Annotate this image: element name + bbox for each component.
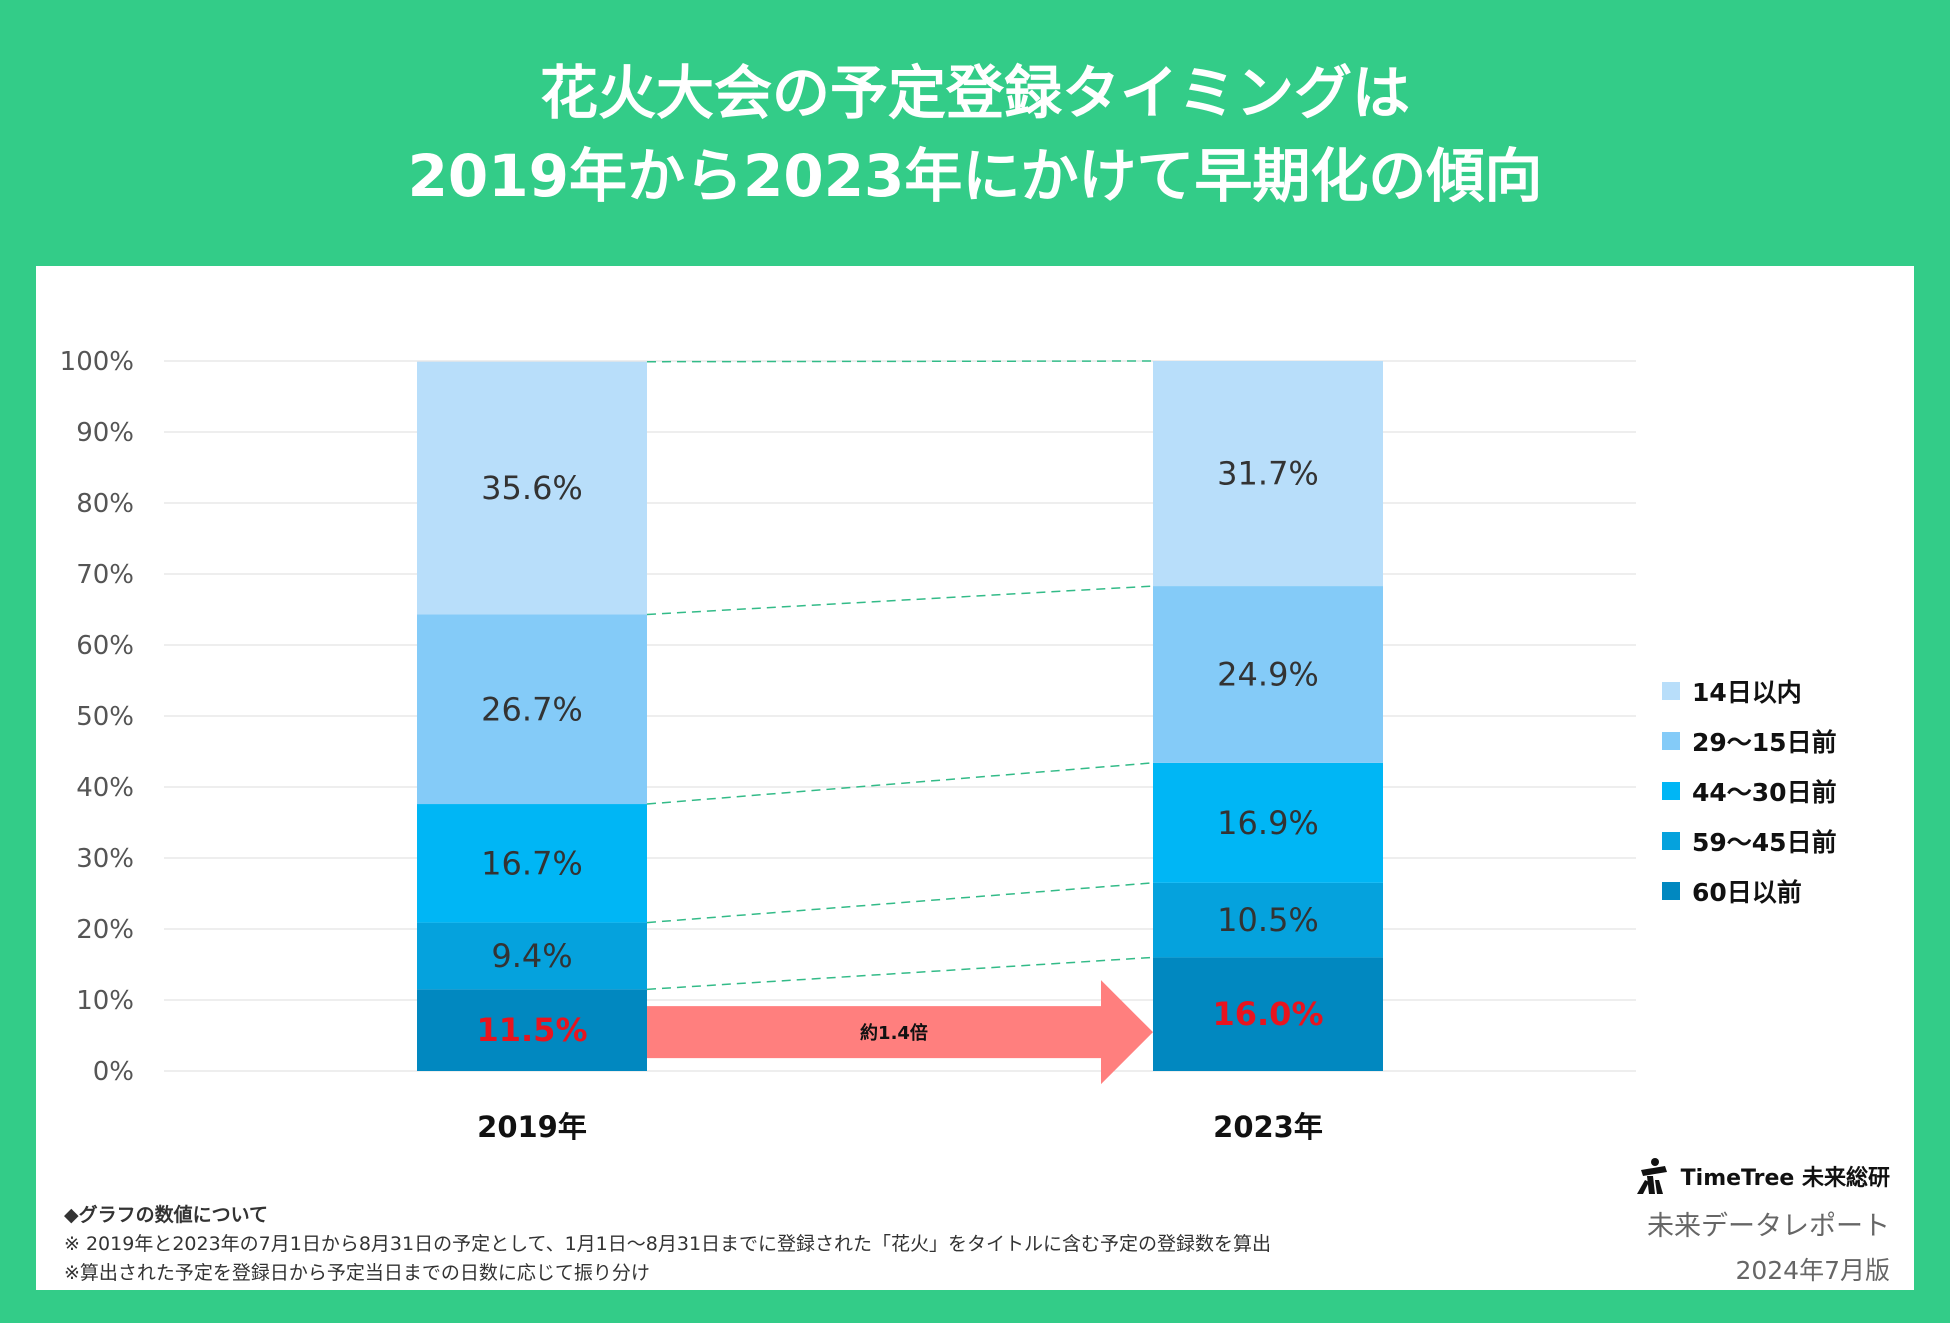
bar-segment <box>417 989 647 1071</box>
notes-heading: ◆グラフの数値について <box>64 1204 269 1226</box>
legend-item: 29〜15日前 <box>1662 716 1837 766</box>
y-tick-label: 20% <box>76 915 134 945</box>
telescope-person-icon <box>1636 1158 1667 1194</box>
ratio-arrow <box>647 980 1153 1085</box>
data-label: 16.7% <box>481 844 583 882</box>
data-label: 24.9% <box>1217 655 1319 693</box>
legend-label: 60日以前 <box>1692 878 1802 907</box>
bar-segment <box>1153 361 1383 587</box>
data-label: 10.5% <box>1217 901 1319 939</box>
bar-segment <box>1153 586 1383 763</box>
brand-block: TimeTree 未来総研 未来データレポート 2024年7月版 <box>1631 1156 1890 1287</box>
y-tick-label: 60% <box>76 631 134 661</box>
brand-edition: 2024年7月版 <box>1735 1256 1890 1285</box>
legend: 14日以内 29〜15日前 44〜30日前 59〜45日前 60日以前 <box>1662 666 1837 916</box>
ratio-annotation: 約1.4倍 <box>860 1022 928 1044</box>
y-tick-label: 10% <box>76 986 134 1016</box>
legend-item: 60日以前 <box>1662 866 1837 916</box>
data-label: 35.6% <box>481 469 583 507</box>
data-label: 9.4% <box>491 937 572 975</box>
legend-swatch <box>1662 782 1680 800</box>
bar-segment <box>417 614 647 805</box>
y-tick-label: 100% <box>60 347 134 377</box>
legend-label: 14日以内 <box>1692 678 1802 707</box>
connector-line <box>646 585 1154 616</box>
legend-item: 44〜30日前 <box>1662 766 1837 816</box>
data-label: 16.0% <box>1212 995 1323 1033</box>
bar-segment <box>417 922 647 990</box>
legend-label: 29〜15日前 <box>1692 728 1837 757</box>
legend-swatch <box>1662 682 1680 700</box>
y-tick-label: 50% <box>76 702 134 732</box>
connector-line <box>646 762 1154 805</box>
data-label: 11.5% <box>476 1011 587 1049</box>
y-tick-label: 0% <box>93 1057 134 1087</box>
legend-item: 59〜45日前 <box>1662 816 1837 866</box>
y-tick-label: 90% <box>76 418 134 448</box>
connector-line <box>646 956 1154 991</box>
bar-segment <box>417 804 647 923</box>
data-label: 16.9% <box>1217 804 1319 842</box>
notes-line: ※算出された予定を登録日から予定当日までの日数に応じて振り分け <box>64 1262 650 1284</box>
page-title: 花火大会の予定登録タイミングは 2019年から2023年にかけて早期化の傾向 <box>0 52 1950 218</box>
notes-line: ※ 2019年と2023年の7月1日から8月31日の予定として、1月1日〜8月3… <box>64 1233 1272 1255</box>
bar-segment <box>1153 957 1383 1071</box>
x-tick-label: 2023年 <box>1213 1110 1323 1144</box>
connector-line <box>646 360 1154 363</box>
bar-segment <box>417 361 647 615</box>
connector-line <box>646 882 1154 924</box>
data-label: 26.7% <box>481 690 583 728</box>
brand-logo-text: TimeTree 未来総研 <box>1680 1166 1890 1191</box>
y-tick-label: 40% <box>76 773 134 803</box>
chart-panel: 0% 10% 20% 30% 40% 50% 60% 70% 80% 90% 100% 11.5% 9.… <box>36 266 1914 1290</box>
bar-segment <box>1153 762 1383 883</box>
legend-label: 59〜45日前 <box>1692 828 1837 857</box>
legend-swatch <box>1662 732 1680 750</box>
legend-label: 44〜30日前 <box>1692 778 1837 807</box>
y-tick-label: 70% <box>76 560 134 590</box>
data-label: 31.7% <box>1217 455 1319 493</box>
brand-logo: TimeTree 未来総研 <box>1631 1156 1890 1196</box>
legend-swatch <box>1662 882 1680 900</box>
title-line-1: 花火大会の予定登録タイミングは <box>539 59 1410 127</box>
chart-notes: ◆グラフの数値について ※ 2019年と2023年の7月1日から8月31日の予定… <box>64 1201 1271 1288</box>
stacked-bar-chart: 0% 10% 20% 30% 40% 50% 60% 70% 80% 90% 100% 11.5% 9.… <box>60 347 1636 1144</box>
y-tick-label: 30% <box>76 844 134 874</box>
legend-swatch <box>1662 832 1680 850</box>
title-line-2: 2019年から2023年にかけて早期化の傾向 <box>407 142 1543 210</box>
brand-report: 未来データレポート <box>1647 1211 1890 1242</box>
bar-segment <box>1153 882 1383 958</box>
x-tick-label: 2019年 <box>477 1110 587 1144</box>
y-tick-label: 80% <box>76 489 134 519</box>
legend-item: 14日以内 <box>1662 666 1837 716</box>
